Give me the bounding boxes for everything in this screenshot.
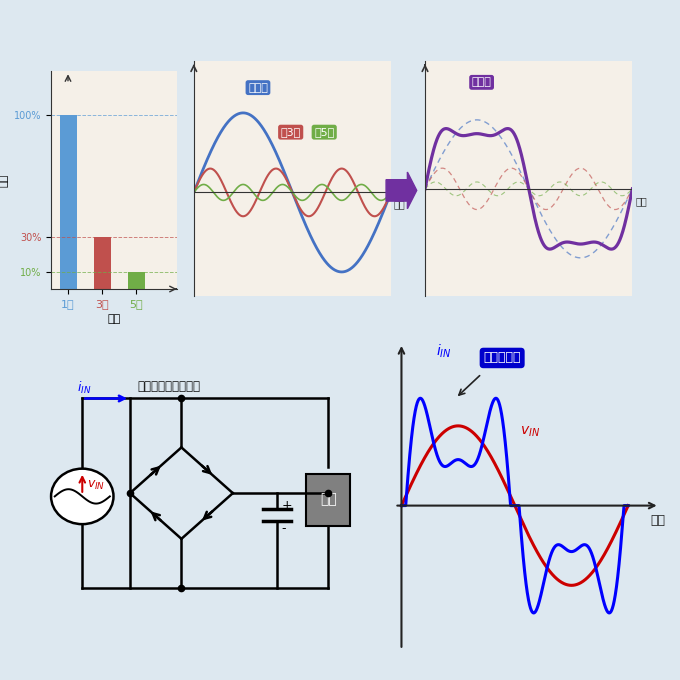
Text: $i_{IN}$: $i_{IN}$ xyxy=(77,380,91,396)
Bar xyxy=(60,115,76,289)
Text: 合成波: 合成波 xyxy=(472,78,492,87)
Text: 高調波多い: 高調波多い xyxy=(483,352,521,364)
Text: 基本波: 基本波 xyxy=(248,83,268,92)
Text: 時刻: 時刻 xyxy=(394,199,405,209)
Text: 時間: 時間 xyxy=(651,514,666,527)
Text: ダイオートブリッジ: ダイオートブリッジ xyxy=(137,380,201,393)
Text: 負荷: 負荷 xyxy=(320,493,337,507)
Bar xyxy=(94,237,110,289)
Text: +: + xyxy=(282,499,292,512)
Text: $v_{IN}$: $v_{IN}$ xyxy=(86,479,105,492)
Y-axis label: 割合: 割合 xyxy=(0,173,8,187)
Text: $v_{IN}$: $v_{IN}$ xyxy=(520,425,540,439)
FancyArrow shape xyxy=(386,172,417,209)
Circle shape xyxy=(51,469,114,524)
Text: $i_{IN}$: $i_{IN}$ xyxy=(437,342,452,360)
Text: 時刻: 時刻 xyxy=(635,196,647,206)
Bar xyxy=(128,271,144,289)
Text: -: - xyxy=(282,522,286,534)
Text: 第5次: 第5次 xyxy=(314,127,335,137)
FancyBboxPatch shape xyxy=(306,473,350,526)
Text: 第3次: 第3次 xyxy=(281,127,301,137)
X-axis label: 次数: 次数 xyxy=(107,314,120,324)
